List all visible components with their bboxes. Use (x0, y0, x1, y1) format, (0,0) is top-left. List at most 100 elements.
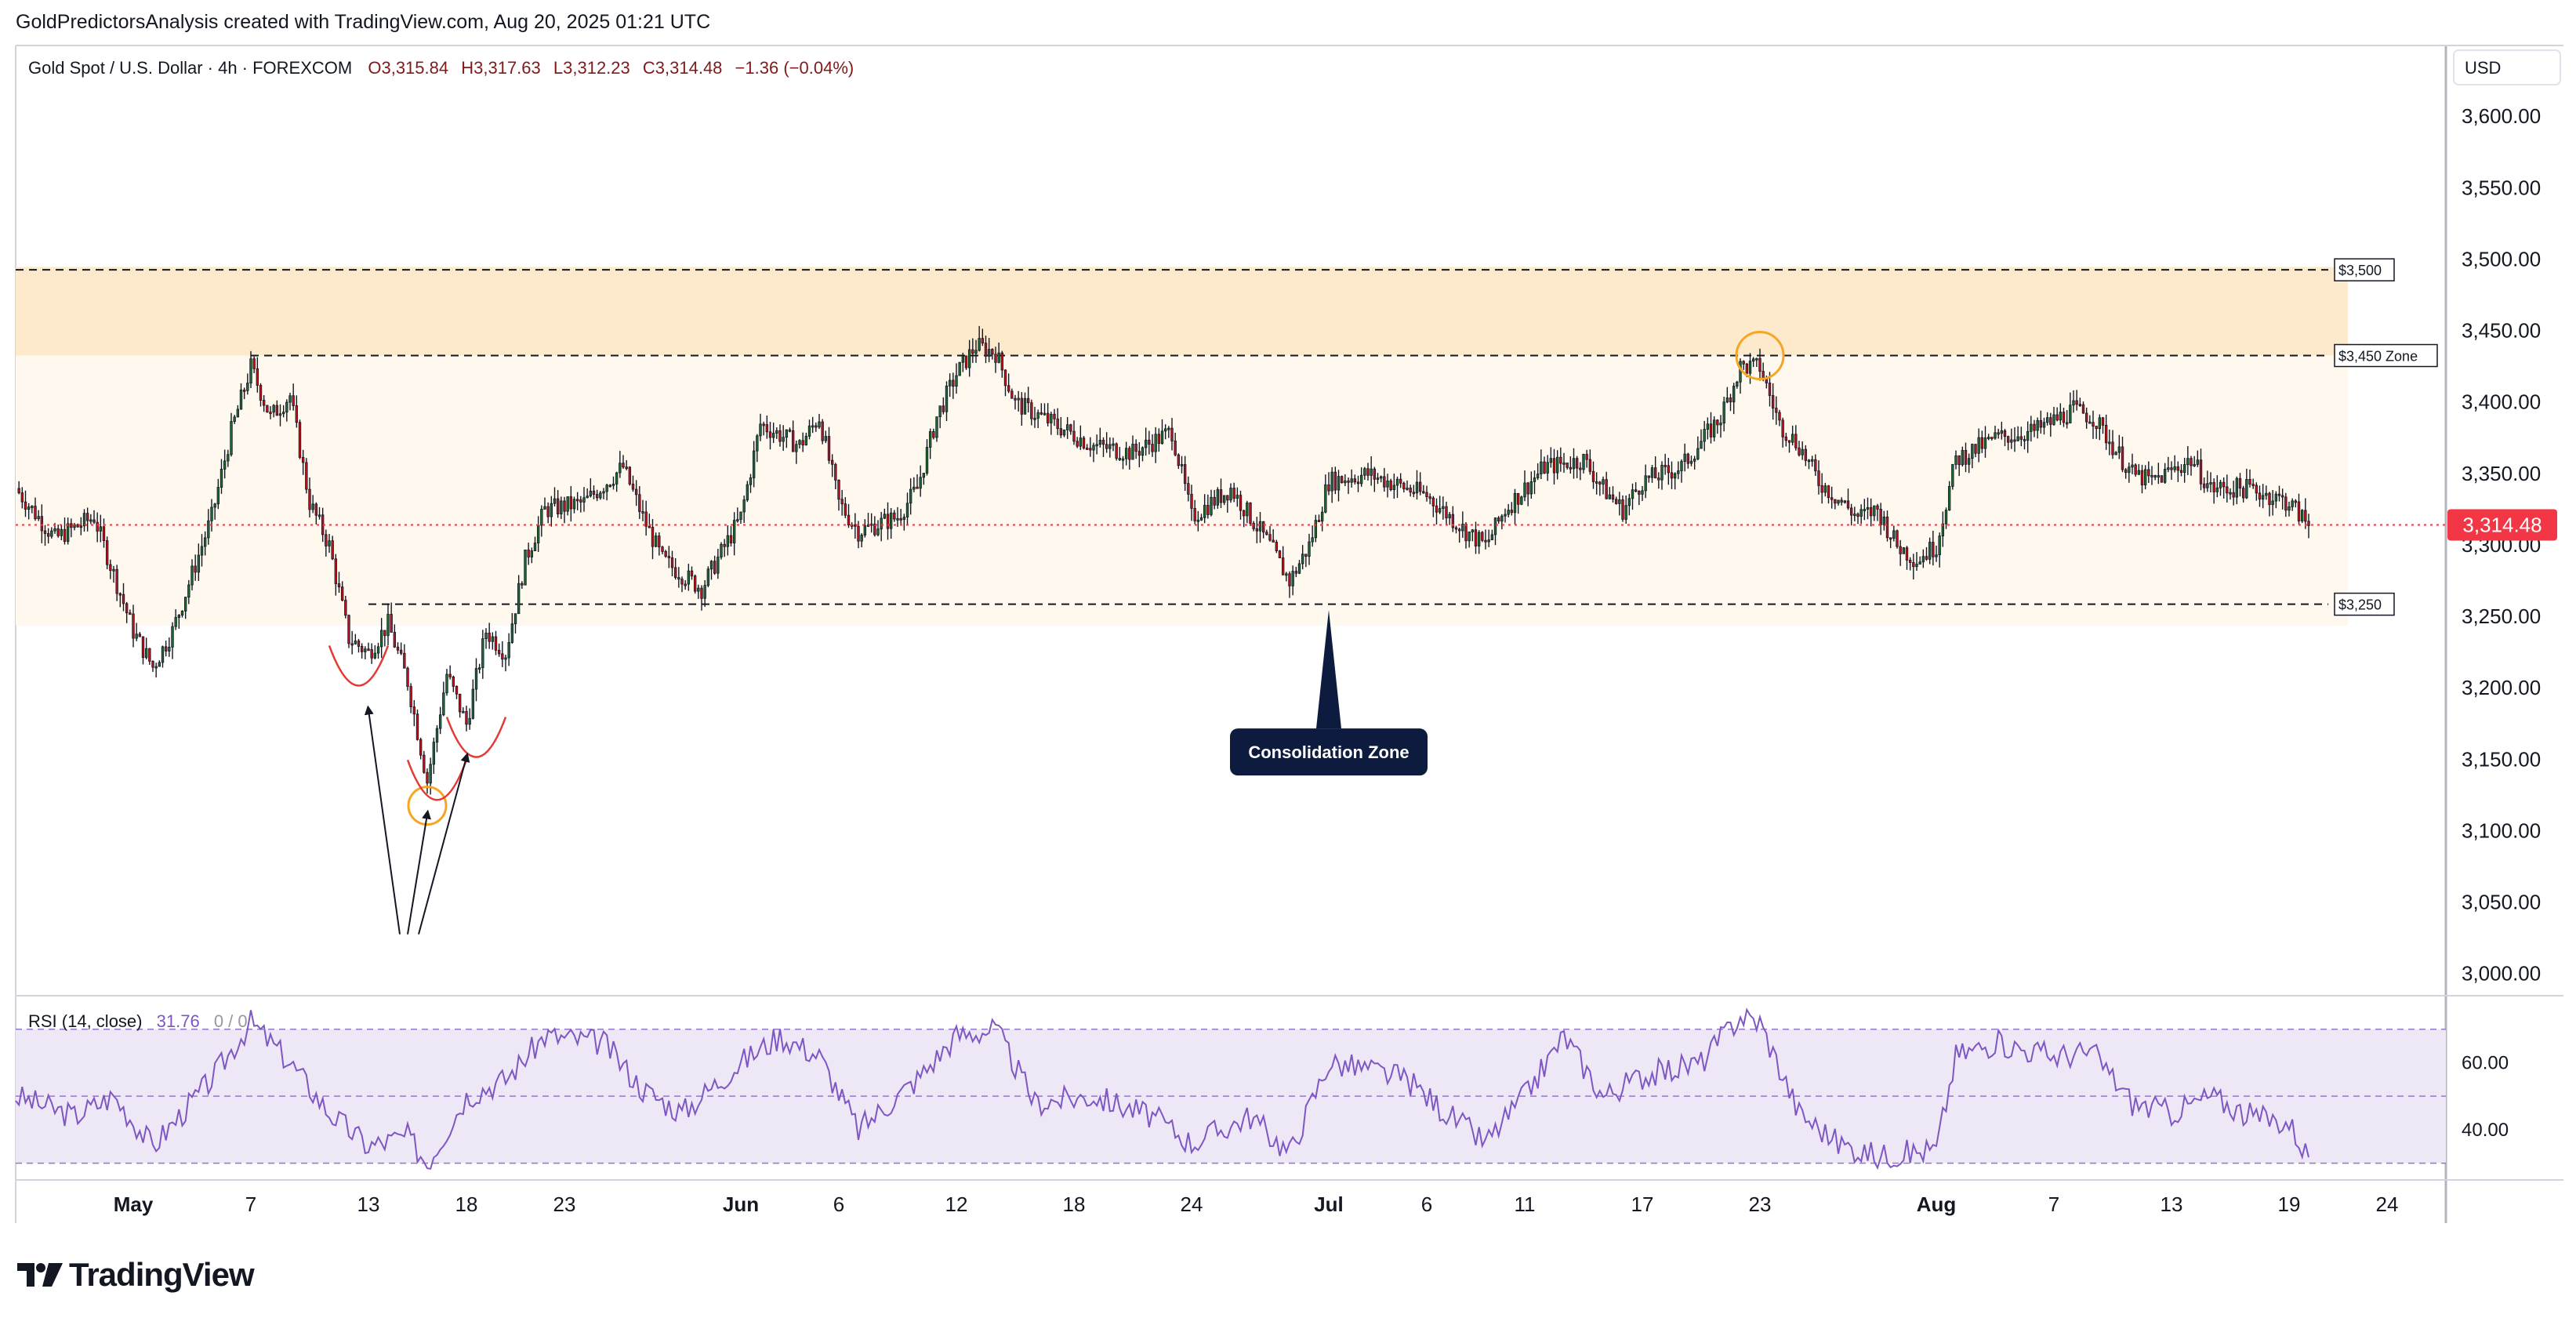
candle-body (1350, 478, 1353, 483)
candle-body (967, 349, 971, 368)
high-circle (1735, 330, 1785, 380)
candle-body (249, 358, 252, 383)
candle-body (1703, 429, 1706, 442)
candle-body (1193, 507, 1196, 521)
candle-body (275, 405, 279, 416)
candle-body (664, 551, 667, 557)
candle-body (246, 383, 249, 391)
candle-body (1853, 514, 1856, 517)
candle-body (1124, 448, 1128, 459)
candle-body (948, 379, 952, 387)
candle-body (909, 488, 912, 504)
candle-body (1986, 437, 1990, 439)
candle-body (2245, 478, 2248, 499)
candle-body (1834, 499, 1837, 504)
price-axis[interactable]: 3,000.00 3,050.00 3,100.00 3,150.00 3,200.00… (2447, 104, 2557, 986)
candle-body (2288, 506, 2291, 511)
candle-body (37, 516, 40, 520)
candle-body (354, 641, 357, 644)
candle-body (1579, 467, 1582, 470)
candle-body (2078, 404, 2082, 407)
candle-body (1876, 505, 1879, 510)
candle-body (2176, 466, 2180, 471)
candle-body (821, 421, 824, 441)
currency-box[interactable] (2453, 49, 2561, 85)
candle-body (1798, 447, 1801, 456)
price-tick-label: 3,050.00 (2462, 891, 2541, 914)
candle-body (1863, 509, 1867, 511)
price-tick-label: 3,400.00 (2462, 390, 2541, 414)
candle-body (1000, 352, 1004, 371)
level-lines[interactable]: $3,500 $3,450 Zone $3,250 (16, 258, 2438, 616)
candle-body (677, 577, 680, 580)
candle-body (2075, 400, 2078, 405)
candle-body (2137, 470, 2141, 475)
candle-body (415, 713, 419, 740)
candle-body (971, 349, 974, 354)
candle-body (2065, 422, 2069, 425)
candle-body (497, 649, 501, 655)
candle-body (164, 646, 168, 652)
candle-body (1892, 530, 1896, 539)
candle-body (1971, 444, 1974, 459)
candle-body (1732, 386, 1736, 403)
candle-body (1569, 466, 1573, 470)
candle-body (1493, 517, 1497, 535)
candle-body (945, 385, 949, 412)
candle-body (1134, 444, 1137, 452)
candle-body (1533, 477, 1537, 482)
candle-body (2069, 405, 2072, 423)
candle-body (687, 570, 691, 585)
candle-body (2049, 417, 2052, 425)
candle-body (599, 492, 602, 499)
candle-body (109, 564, 112, 571)
legend-change: −1.36 (−0.04%) (735, 58, 854, 78)
rsi-pane[interactable]: 40.00 60.00 (15, 1007, 2509, 1171)
candle-body (1980, 437, 1984, 449)
candle-body (1915, 564, 1918, 568)
candle-body (1957, 455, 1961, 466)
pattern-curve-center (406, 759, 468, 801)
candle-body (1275, 542, 1279, 551)
candle-body (984, 343, 988, 357)
candle-body (281, 412, 285, 415)
candle-body (2294, 500, 2298, 503)
rsi-legend-value: 31.76 (157, 1011, 200, 1031)
candle-body (533, 543, 537, 551)
candle-body (2304, 510, 2307, 522)
candle-body (227, 454, 230, 462)
candle-body (961, 355, 965, 363)
time-tick-label: Jul (1314, 1192, 1344, 1216)
candle-body (347, 615, 350, 644)
candle-body (932, 431, 935, 438)
candle-body (1347, 480, 1350, 483)
candle-body (43, 530, 47, 534)
candle-body (2104, 424, 2108, 444)
candle-body (634, 488, 638, 496)
candle-body (1516, 492, 1520, 505)
time-axis[interactable]: May 7 13 18 23 Jun 6 12 18 24 Jul 6 11 17 23 Aug 7 13 19 24 (114, 1192, 2399, 1216)
candle-body (1490, 534, 1494, 540)
candle-body (720, 543, 723, 557)
candle-body (1918, 561, 1921, 564)
candle-body (804, 436, 808, 446)
price-tick-label: 3,250.00 (2462, 604, 2541, 628)
candle-body (1882, 517, 1886, 525)
tradingview-logo[interactable]: TradingView (17, 1256, 255, 1293)
price-tick-label: 3,600.00 (2462, 104, 2541, 128)
annotations[interactable]: Consolidation Zone (328, 330, 1785, 935)
candle-body (1308, 541, 1311, 557)
candle-body (631, 483, 635, 490)
candle-body (314, 503, 318, 516)
candle-body (1431, 497, 1435, 506)
candle-body (239, 389, 243, 410)
candle-body (1954, 455, 1957, 465)
candle-body (1591, 470, 1595, 482)
candle-body (863, 525, 867, 535)
candle-body (2052, 414, 2055, 425)
rsi-tick-label: 40.00 (2462, 1120, 2509, 1141)
candle-body (272, 405, 275, 413)
candle-body (756, 435, 759, 452)
candle-body (2055, 414, 2059, 421)
